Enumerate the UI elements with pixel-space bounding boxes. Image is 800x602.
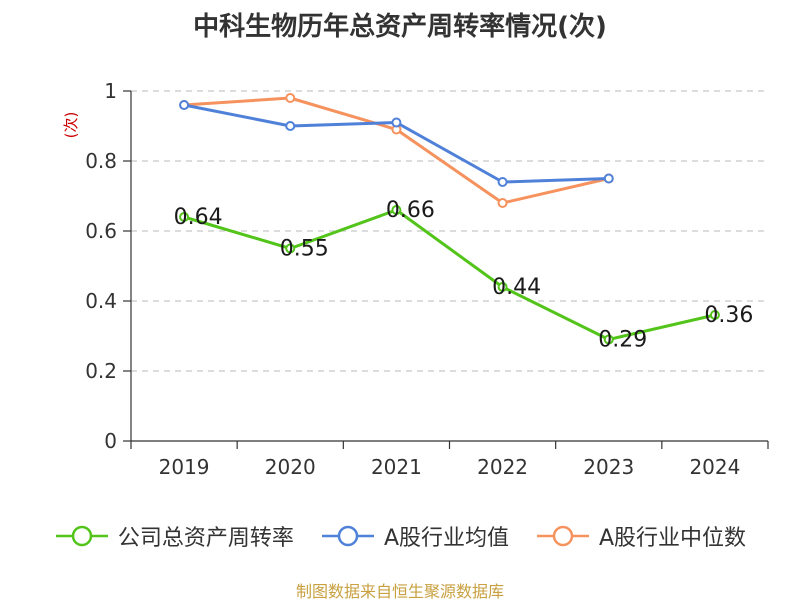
series-lines (179, 93, 720, 345)
data-point (391, 117, 402, 128)
x-tick-label: 2019 (159, 455, 210, 479)
legend-label-industry-mean: A股行业均值 (383, 526, 509, 551)
legend: 公司总资产周转率 A股行业均值 A股行业中位数 (0, 520, 800, 552)
y-tick-label: 0.6 (85, 219, 117, 243)
series-line (183, 103, 609, 184)
data-label: 0.36 (704, 303, 753, 328)
series-line (183, 208, 716, 341)
data-point (497, 177, 508, 187)
source-note: 制图数据来自恒生聚源数据库 (295, 582, 504, 601)
y-tick-label: 0 (104, 429, 117, 453)
data-point (391, 205, 402, 215)
data-point (709, 310, 720, 320)
data-point (603, 334, 614, 345)
y-axis-label: (次) (62, 112, 80, 139)
data-point (179, 212, 190, 222)
x-tick-label: 2020 (265, 455, 316, 479)
data-point (285, 243, 296, 254)
legend-item-industry-median[interactable]: A股行业中位数 (535, 520, 746, 552)
y-tick-label: 0.4 (85, 289, 117, 313)
data-label: 0.66 (386, 198, 435, 223)
data-labels: 0.64 0.55 0.66 0.44 0.29 0.36 (174, 198, 754, 353)
data-label: 0.44 (492, 275, 541, 300)
legend-marker-industry-median (537, 525, 589, 547)
data-point (497, 198, 508, 208)
legend-label-company: 公司总资产周转率 (117, 526, 294, 551)
data-point (497, 282, 508, 292)
data-point (179, 100, 190, 110)
data-point (603, 173, 614, 184)
x-tick-label: 2022 (477, 455, 528, 479)
legend-label-industry-median: A股行业中位数 (599, 526, 747, 551)
y-tick-label: 0.2 (85, 359, 117, 383)
data-point (285, 93, 296, 103)
y-tick-label: 0.8 (85, 149, 117, 173)
y-tick-label: 1 (104, 79, 117, 103)
data-point (285, 121, 296, 131)
axes: 0 0.2 0.4 0.6 0.8 1 2019 2020 2021 2022 2023 2024 (85, 79, 769, 479)
data-label: 0.64 (174, 205, 223, 230)
grid-lines (131, 90, 768, 372)
x-tick-label: 2021 (371, 455, 422, 479)
data-label: 0.55 (280, 237, 329, 262)
x-tick-label: 2023 (583, 455, 634, 479)
series-line (183, 96, 610, 205)
legend-marker-company (55, 525, 108, 547)
legend-marker-industry-mean (321, 525, 374, 547)
x-tick-label: 2024 (689, 455, 740, 479)
chart-title: 中科生物历年总资产周转率情况(次) (193, 12, 607, 42)
legend-item-company[interactable]: 公司总资产周转率 (54, 520, 294, 552)
legend-item-industry-mean[interactable]: A股行业均值 (320, 520, 509, 552)
data-label: 0.29 (598, 328, 647, 353)
